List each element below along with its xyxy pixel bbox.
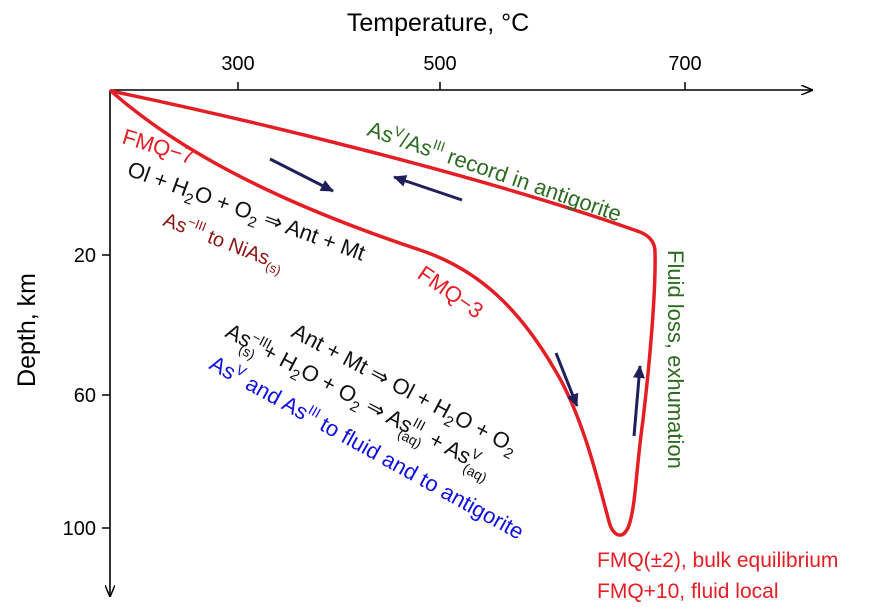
x-tick-label-700: 700 (668, 53, 701, 75)
retrograde-arrow-top (393, 175, 463, 202)
y-axis-title: Depth, km (13, 273, 41, 387)
label-fmq-bulk: FMQ(±2), bulk equilibrium (597, 549, 838, 572)
y-tick-label-20: 20 (74, 245, 96, 267)
x-axis-title: Temperature, °C (347, 9, 529, 37)
label-fmq-fluid: FMQ+10, fluid local (597, 580, 779, 603)
prograde-arrow-2 (554, 352, 579, 407)
pt-loop-path (109, 89, 657, 537)
x-tick-label-300: 300 (221, 53, 254, 75)
y-tick-label-100: 100 (63, 518, 96, 540)
label-fmq-minus3: FMQ−3 (413, 261, 488, 324)
label-asv-record: AsV/AsIII record in antigorite (364, 114, 625, 226)
y-tick-label-60: 60 (74, 385, 96, 407)
x-tick-label-500: 500 (423, 53, 456, 75)
prograde-arrow-1 (269, 157, 334, 193)
exhumation-arrow (632, 365, 645, 437)
label-fluid-loss: Fluid loss, exhumation (663, 250, 688, 469)
